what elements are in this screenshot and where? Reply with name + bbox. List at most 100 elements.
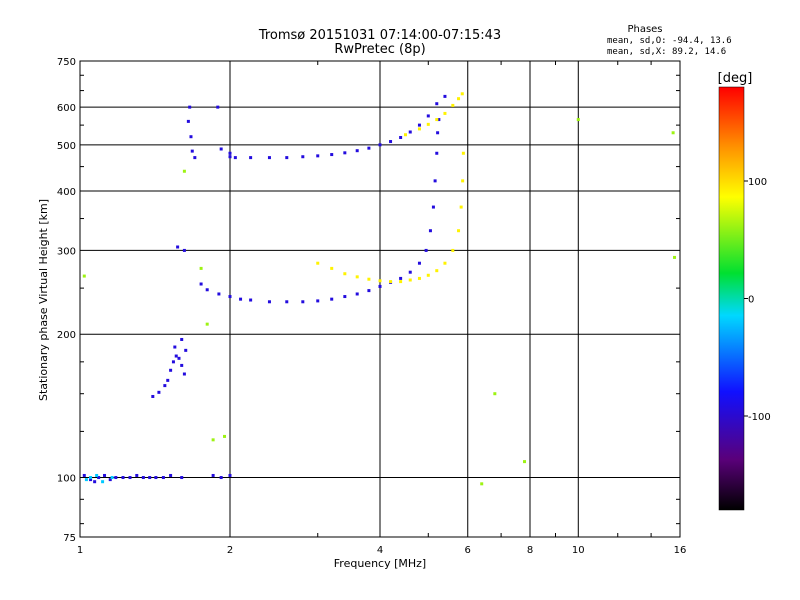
data-point [343, 151, 347, 155]
data-point [173, 345, 177, 349]
data-point [424, 248, 428, 252]
data-point [417, 276, 421, 280]
data-point [89, 476, 93, 480]
phase-x-stats: mean, sd,X: 89.2, 14.6 [607, 47, 726, 57]
data-point [108, 478, 112, 482]
data-point [451, 103, 455, 107]
data-point [435, 102, 439, 106]
x-tick-label: 2 [227, 545, 233, 556]
data-point [417, 261, 421, 265]
data-point [378, 284, 382, 288]
data-point [228, 155, 232, 159]
x-tick-label: 8 [527, 545, 533, 556]
data-point [330, 266, 334, 270]
data-point [228, 151, 232, 155]
data-points [82, 92, 677, 486]
data-point [671, 131, 675, 135]
data-point [189, 135, 193, 139]
data-point [186, 119, 190, 123]
data-point [367, 277, 371, 281]
data-point [408, 130, 412, 134]
data-point [135, 473, 139, 477]
data-point [426, 122, 430, 126]
y-tick-label: 600 [57, 103, 76, 114]
data-point [435, 269, 439, 273]
data-point [431, 205, 435, 209]
data-point [219, 147, 223, 151]
data-point [399, 136, 403, 140]
data-point [101, 480, 105, 484]
data-point [389, 280, 393, 284]
grid-lines [80, 61, 680, 537]
data-point [451, 248, 455, 252]
data-point [180, 476, 184, 480]
y-tick-label: 300 [57, 246, 76, 257]
chart-title: Tromsø 20151031 07:14:00-07:15:43 [258, 28, 501, 43]
data-point [443, 261, 447, 265]
data-point [89, 478, 93, 482]
data-point [408, 278, 412, 282]
data-point [301, 155, 305, 159]
colorbar-tick-label: -100 [748, 412, 771, 423]
data-point [163, 384, 167, 388]
data-point [82, 274, 86, 278]
y-tick-label: 750 [57, 57, 76, 68]
data-point [157, 390, 161, 394]
data-point [426, 114, 430, 118]
colorbar-tick-label: 0 [748, 295, 754, 306]
data-point [459, 205, 463, 209]
x-tick-label: 1 [77, 545, 83, 556]
data-point [355, 275, 359, 279]
chart-subtitle: RwPretec (8p) [334, 42, 425, 57]
phase-box-label: Phases [627, 24, 662, 35]
data-point [223, 434, 227, 438]
x-tick-label: 10 [572, 545, 585, 556]
data-point [480, 482, 484, 486]
data-point [523, 460, 527, 464]
data-point [301, 300, 305, 304]
data-point [199, 266, 203, 270]
x-tick-label: 6 [465, 545, 471, 556]
data-point [82, 473, 86, 477]
x-axis-ticks: 1 2 4 6 8 10 16 [77, 61, 687, 556]
data-point [217, 292, 221, 296]
x-tick-label: 4 [377, 545, 383, 556]
data-point [154, 476, 158, 480]
data-point [148, 476, 152, 480]
data-point [239, 297, 243, 301]
data-point [190, 149, 194, 153]
data-point [228, 473, 232, 477]
data-point [285, 300, 289, 304]
data-point [437, 118, 441, 122]
data-point [205, 322, 209, 326]
data-point [169, 368, 173, 372]
data-point [408, 270, 412, 274]
colorbar-tick-label: 100 [748, 177, 767, 188]
data-point [177, 356, 181, 360]
data-point [343, 295, 347, 299]
data-point [151, 394, 155, 398]
data-point [389, 140, 393, 144]
colorbar-frame [718, 86, 745, 511]
data-point [166, 378, 170, 382]
data-point [493, 392, 497, 396]
y-axis-ticks: 75 100 200 300 400 500 600 750 [57, 57, 680, 544]
data-point [457, 97, 461, 101]
data-point [426, 273, 430, 277]
data-point [174, 354, 178, 358]
data-point [171, 360, 175, 364]
colorbar-label: [deg] [718, 71, 753, 86]
data-point [343, 272, 347, 276]
data-point [182, 248, 186, 252]
data-point [436, 131, 440, 135]
data-point [355, 149, 359, 153]
data-point [141, 476, 145, 480]
data-point [205, 288, 209, 292]
data-point [95, 473, 99, 477]
data-point [367, 146, 371, 150]
x-tick-label: 16 [674, 545, 687, 556]
data-point [180, 337, 184, 341]
data-point [417, 127, 421, 131]
data-point [93, 480, 97, 484]
